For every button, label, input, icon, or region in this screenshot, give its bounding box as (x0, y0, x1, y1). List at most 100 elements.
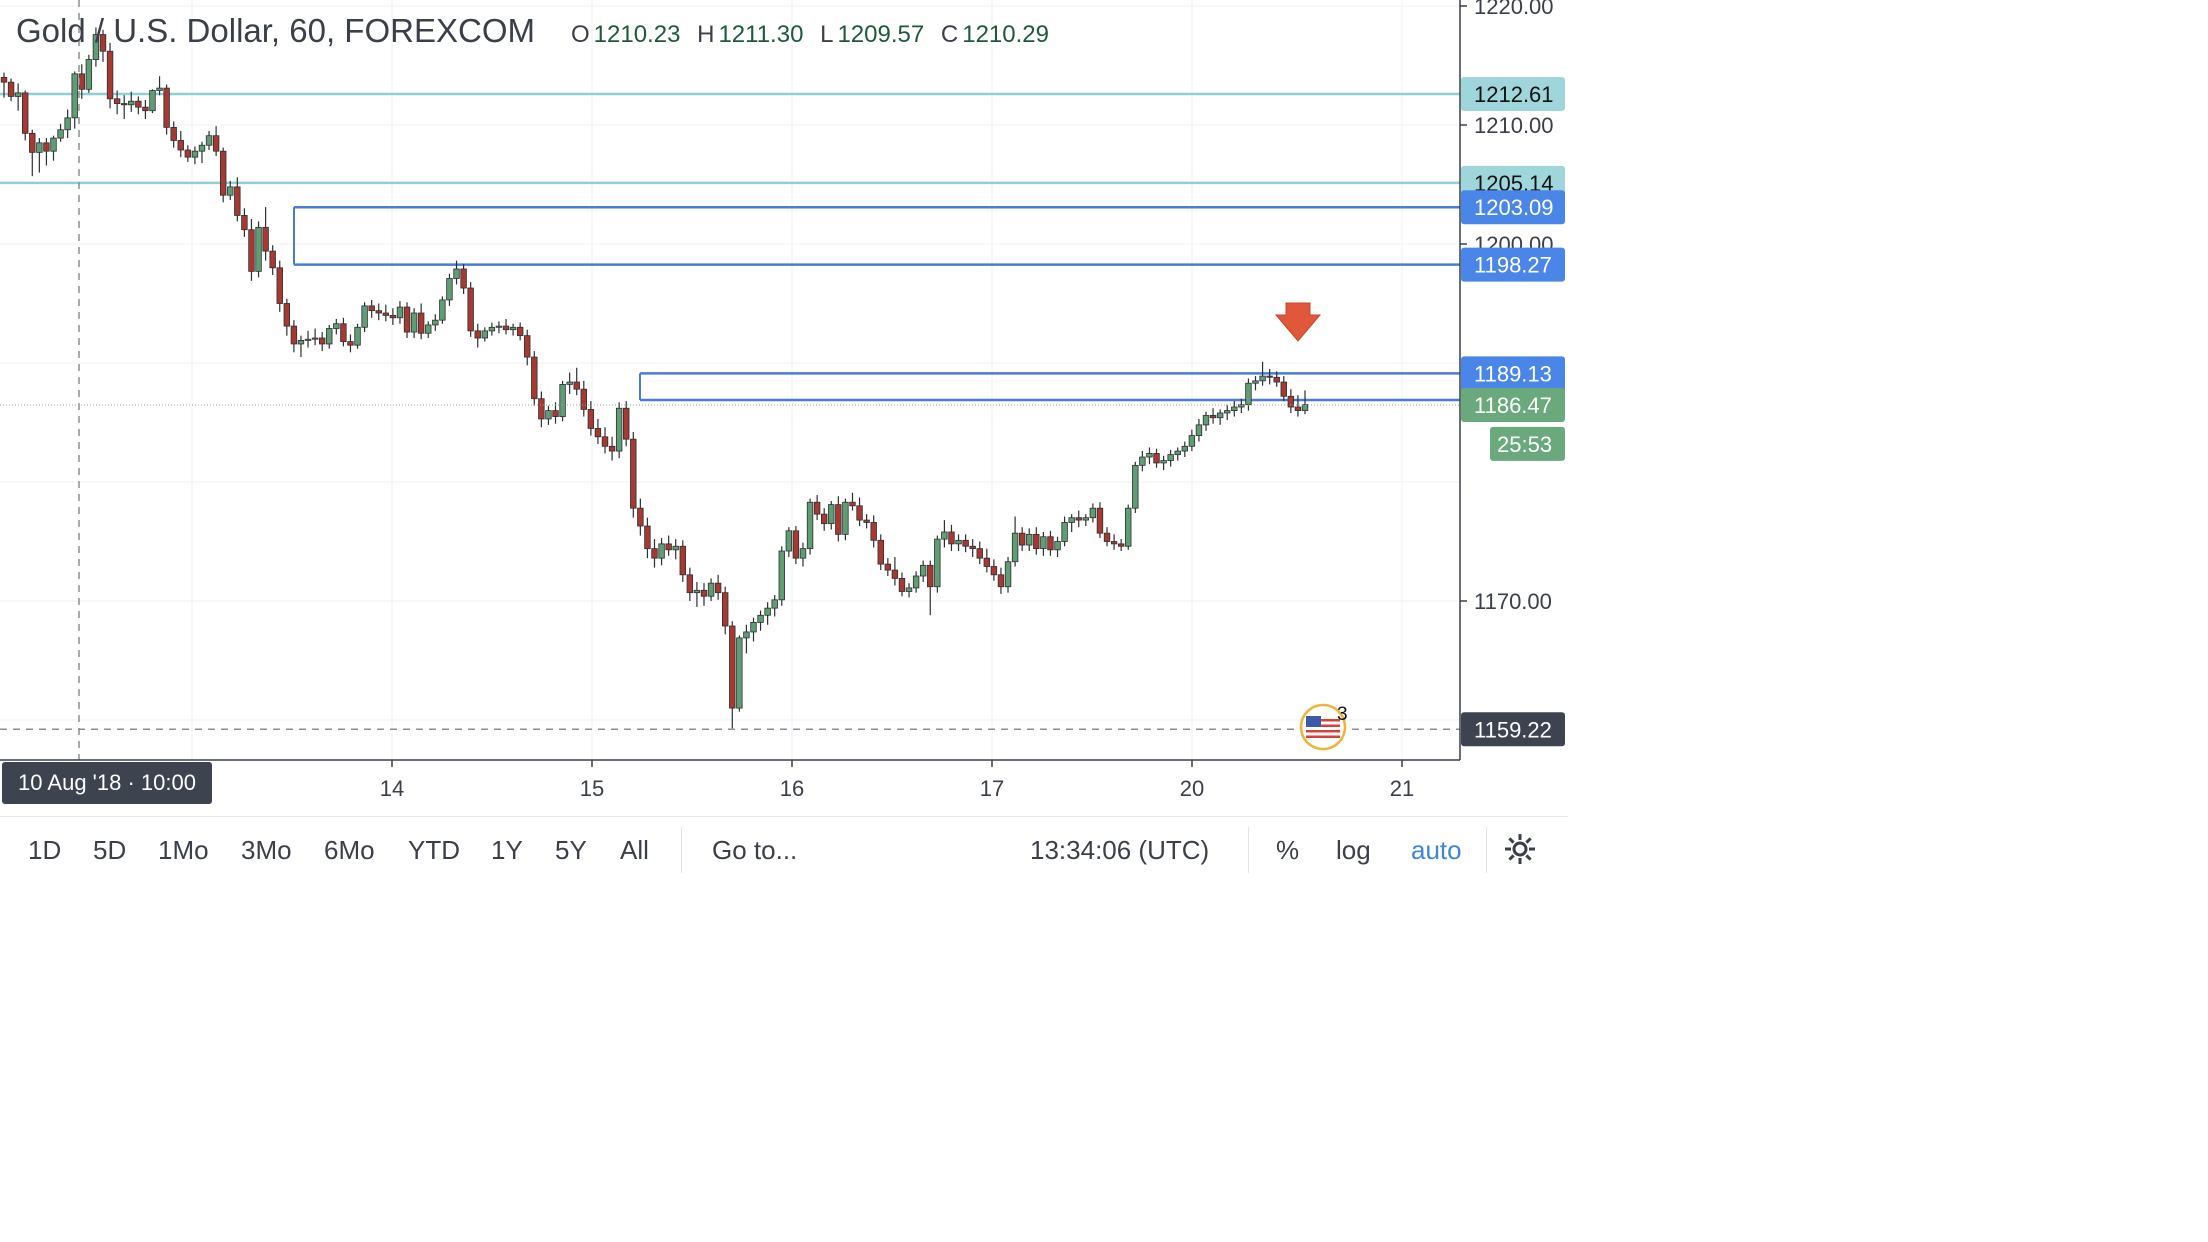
candle-body (700, 589, 708, 597)
flag-stripe (1306, 730, 1340, 733)
candle (714, 574, 722, 600)
candle (304, 330, 312, 348)
candle-body (863, 519, 870, 523)
candle-body (707, 582, 715, 597)
range-1y-button[interactable]: 1Y (491, 835, 523, 865)
price-chart[interactable]: 3 1220.001210.001200.001170.001212.61120… (0, 0, 1568, 816)
candle (601, 427, 609, 454)
price-tick-label: 1170.00 (1474, 589, 1552, 614)
candle-body (439, 299, 446, 321)
toolbar-divider (1486, 827, 1487, 873)
candle (191, 146, 199, 165)
candle-body (615, 407, 623, 452)
range-1d-button[interactable]: 1D (28, 835, 62, 865)
flag-canton (1306, 716, 1321, 727)
candle (948, 524, 955, 552)
candle-body (234, 186, 241, 216)
candle-body (524, 335, 531, 358)
candle-body (1252, 380, 1259, 384)
candle (983, 548, 991, 573)
candle-body (1266, 375, 1273, 378)
candle-body (14, 92, 22, 97)
candle-body (983, 557, 991, 567)
candle-body (170, 126, 177, 141)
goto-date-button[interactable]: Go to... (712, 835, 798, 865)
candle (820, 508, 828, 531)
candle (764, 602, 771, 625)
candle-body (403, 306, 411, 333)
percent-scale-toggle[interactable]: % (1276, 835, 1300, 865)
price-label-bg (1461, 388, 1565, 423)
candle (184, 145, 192, 162)
candle (135, 96, 142, 115)
price-label-text: 1212.61 (1474, 82, 1554, 107)
log-scale-toggle[interactable]: log (1336, 835, 1371, 865)
candle-body (905, 587, 913, 592)
range-5d-button[interactable]: 5D (93, 835, 127, 865)
us-event-flag-icon[interactable] (1299, 703, 1347, 751)
price-label-text: 1189.13 (1474, 361, 1552, 386)
candle (446, 273, 453, 306)
candle-body (580, 388, 587, 410)
candle-body (990, 566, 998, 576)
candle (1301, 390, 1309, 415)
range-all-button[interactable]: All (620, 835, 649, 865)
candle-body (481, 330, 489, 339)
candle-body (934, 538, 941, 588)
range-6mo-button[interactable]: 6Mo (324, 835, 375, 865)
candle-body (1103, 532, 1111, 542)
candle (743, 624, 750, 654)
candle-body (1259, 375, 1266, 382)
candle (524, 329, 531, 366)
candle-body (792, 530, 800, 559)
settings-gear-icon[interactable] (1502, 831, 1538, 867)
auto-scale-toggle[interactable]: auto (1411, 835, 1462, 865)
candle (22, 90, 29, 141)
candle (347, 334, 354, 353)
utc-clock[interactable]: 13:34:06 (UTC) (1030, 835, 1210, 865)
candle-body (1160, 460, 1167, 464)
candle-body (976, 548, 983, 559)
candle (92, 27, 100, 67)
candle (623, 401, 630, 447)
range-3mo-button[interactable]: 3Mo (241, 835, 292, 865)
candle (1117, 539, 1125, 552)
candle-body (304, 338, 312, 341)
candle (1054, 536, 1061, 557)
candle-body (1280, 381, 1287, 397)
candle (552, 402, 559, 424)
candle (318, 332, 326, 352)
candle-body (453, 268, 460, 279)
candle-body (227, 186, 234, 196)
candle-body (679, 545, 686, 576)
candle (1287, 389, 1295, 413)
candle (36, 138, 43, 173)
candle-body (693, 589, 701, 594)
candle-body (205, 135, 213, 146)
range-5y-button[interactable]: 5Y (555, 835, 587, 865)
candle-body (849, 501, 856, 507)
candle-body (1195, 424, 1203, 436)
bar-countdown: 25:53 (1497, 432, 1552, 457)
candle (290, 320, 298, 353)
range-1mo-button[interactable]: 1Mo (158, 835, 209, 865)
candle-body (446, 278, 453, 301)
candle-body (467, 287, 474, 332)
candle-body (729, 625, 736, 709)
candle-body (1040, 536, 1047, 550)
candle-body (665, 543, 672, 551)
candle-body (962, 539, 969, 547)
candle-body (552, 410, 559, 417)
candle-body (333, 323, 340, 329)
candle (241, 208, 248, 237)
bottom-toolbar: 1D 5D 1Mo 3Mo 6Mo YTD 1Y 5Y All Go to...… (0, 816, 1568, 883)
candle-body (997, 574, 1005, 588)
candle-body (1273, 376, 1280, 383)
range-ytd-button[interactable]: YTD (408, 835, 460, 865)
candle (382, 304, 390, 322)
candle (297, 335, 305, 358)
time-tick-label: 15 (580, 776, 604, 801)
candle-body (714, 582, 722, 594)
candle (1245, 378, 1252, 411)
toolbar-divider (681, 827, 682, 873)
